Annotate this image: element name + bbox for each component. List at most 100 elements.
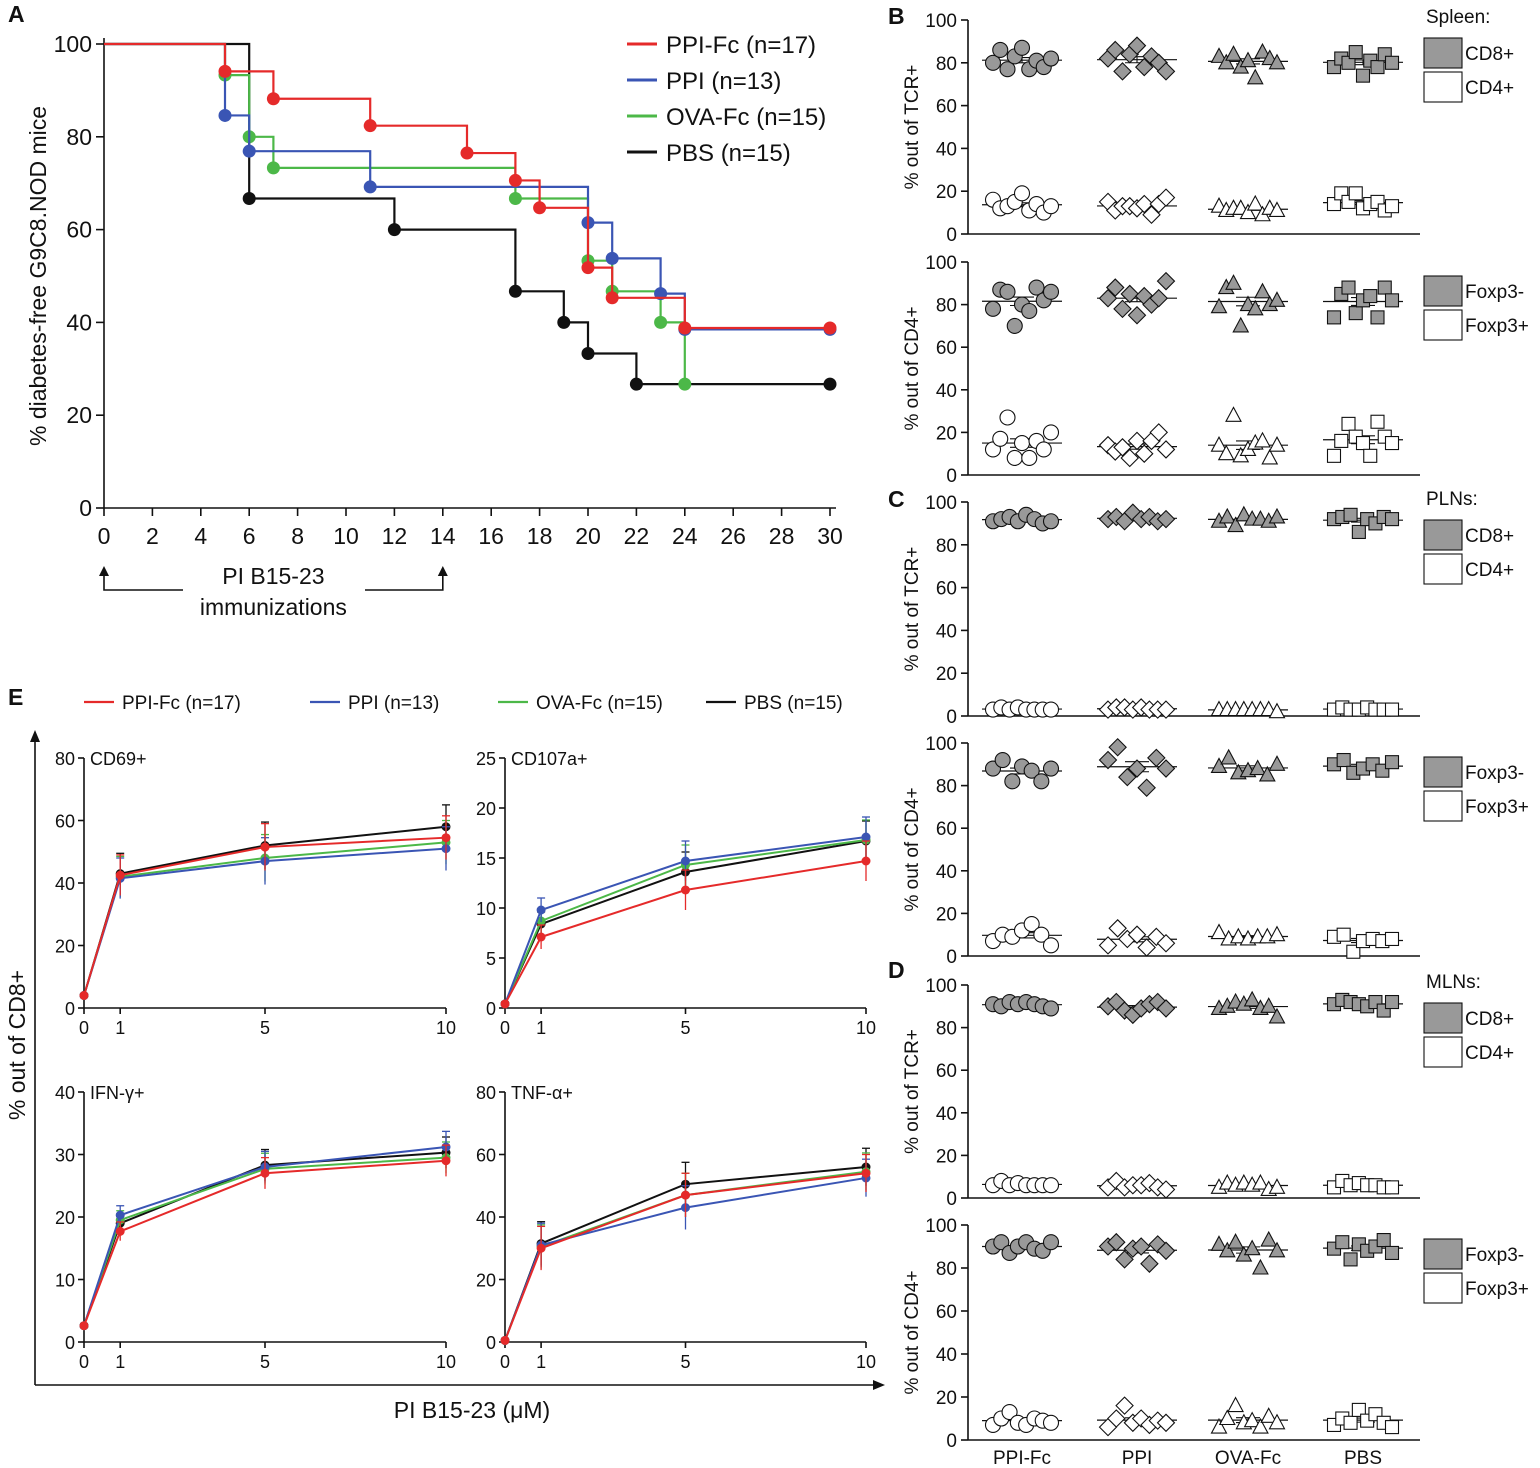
scatter-point-PPI-lo xyxy=(1127,431,1147,451)
scatter-point-OVA-Fc-hi xyxy=(1268,1007,1286,1024)
dose-point-PPI-Fc xyxy=(260,842,270,852)
dose-line-PPI xyxy=(83,1146,447,1327)
y-tick-label: 20 xyxy=(55,937,75,957)
legend-label-PPI: PPI (n=13) xyxy=(666,68,781,95)
scatter-point-OVA-Fc-lo xyxy=(1252,1173,1269,1190)
y-tick-label: 20 xyxy=(936,182,957,203)
dose-point-PPI-Fc xyxy=(681,885,690,895)
x-tick-label: 18 xyxy=(527,523,553,549)
scatter-point-PPI-lo xyxy=(1156,440,1176,459)
scatter-point-PBS-lo xyxy=(1336,927,1351,942)
x-category-label: PPI xyxy=(1122,1448,1153,1468)
scatter-point-PPI-hi xyxy=(1156,62,1176,81)
y-tick-label: 40 xyxy=(55,874,75,894)
scatter-point-PBS-hi xyxy=(1370,60,1385,75)
scatter-point-PPI-Fc-lo xyxy=(1035,441,1052,458)
y-tick-label: 40 xyxy=(936,381,957,402)
y-tick-label: 100 xyxy=(925,253,957,274)
scatter-point-PPI-Fc-hi xyxy=(1042,283,1060,300)
scatter-point-OVA-Fc-lo xyxy=(1268,201,1286,218)
y-tick-label: 0 xyxy=(946,225,957,246)
scatter-point-PPI-Fc-hi xyxy=(1023,762,1040,779)
km-point-PPI-Fc xyxy=(533,201,547,215)
scatter-point-PPI-lo xyxy=(1156,188,1176,207)
panel-bcd-scatter-charts: 0 20 40 60 80 100 % out of TCR+ Spleen: CD8+ CD4+… xyxy=(902,7,1529,1468)
legend-swatch-filled xyxy=(1423,275,1463,307)
dose-point-PPI-Fc xyxy=(681,1190,690,1200)
scatter-plot-0: 0 20 40 60 80 100 % out of TCR+ Spleen: CD8+ CD4+ xyxy=(902,7,1514,246)
scatter-point-PPI-lo xyxy=(1107,1171,1126,1191)
dose-line-PPI-Fc xyxy=(83,836,447,996)
scatter-point-OVA-Fc-hi xyxy=(1246,68,1264,85)
scatter-point-PBS-lo xyxy=(1351,1402,1366,1417)
scatter-point-PPI-Fc-lo xyxy=(1042,198,1060,215)
x-tick-label: 1 xyxy=(536,1352,546,1372)
scatter-point-PPI-hi xyxy=(1115,1250,1134,1269)
x-tick-label: 24 xyxy=(672,523,698,549)
scatter-point-PPI-lo xyxy=(1098,936,1118,955)
scatter-point-OVA-Fc-hi xyxy=(1218,507,1236,524)
scatter-point-PPI-Fc-lo xyxy=(1006,449,1023,467)
y-axis-label: % out of CD4+ xyxy=(902,1270,923,1394)
scatter-point-PPI-lo xyxy=(1115,1396,1134,1415)
dose-point-PPI-Fc xyxy=(441,1156,451,1166)
y-tick-label: 100 xyxy=(925,976,957,997)
scatter-point-PBS-hi xyxy=(1348,306,1363,321)
x-tick-label: 5 xyxy=(680,1352,690,1372)
y-tick-label: 20 xyxy=(936,904,957,925)
x-tick-label: 10 xyxy=(436,1018,456,1038)
scatter-plot-3: 0 20 40 60 80 100 % out of CD4+ Foxp3- Foxp3+ xyxy=(902,734,1529,968)
subplot-title: CD107a+ xyxy=(511,749,588,769)
y-tick-label: 80 xyxy=(936,1019,957,1040)
scatter-point-PPI-lo xyxy=(1156,933,1176,953)
scatter-point-PBS-lo xyxy=(1384,1420,1400,1435)
scatter-point-PBS-hi xyxy=(1384,994,1400,1010)
km-point-OVA-Fc xyxy=(654,315,668,329)
y-tick-label: 0 xyxy=(486,1333,496,1353)
scatter-point-PBS-hi xyxy=(1348,45,1363,60)
scatter-point-PPI-hi xyxy=(1105,40,1125,60)
e-y-axis-label: % out of CD8+ xyxy=(4,970,30,1120)
y-tick-label: 40 xyxy=(55,1083,75,1103)
y-tick-label: 20 xyxy=(936,423,957,444)
x-tick-label: 0 xyxy=(98,523,111,549)
scatter-point-PPI-lo xyxy=(1156,1180,1176,1199)
x-tick-label: 8 xyxy=(291,523,304,549)
scatter-point-PPI-Fc-hi xyxy=(984,54,1002,71)
y-tick-label: 80 xyxy=(936,536,957,557)
scatter-point-OVA-Fc-lo xyxy=(1217,444,1235,461)
scatter-point-OVA-Fc-hi xyxy=(1243,1239,1261,1256)
subplot-title: CD69+ xyxy=(90,749,147,769)
y-axis-label: % out of CD4+ xyxy=(902,787,923,911)
scatter-point-PPI-lo xyxy=(1137,938,1156,957)
km-point-OVA-Fc xyxy=(508,192,522,206)
scatter-point-PPI-Fc-hi xyxy=(1042,760,1060,777)
scatter-point-PPI-hi xyxy=(1118,767,1137,787)
scatter-point-OVA-Fc-hi xyxy=(1268,53,1286,70)
scatter-point-PPI-hi xyxy=(1156,759,1176,778)
km-point-OVA-Fc xyxy=(678,377,692,391)
scatter-point-PPI-hi xyxy=(1156,1241,1176,1261)
scatter-point-OVA-Fc-lo xyxy=(1268,925,1286,942)
scatter-point-PPI-hi xyxy=(1147,748,1166,768)
x-tick-label: 1 xyxy=(115,1352,125,1372)
scatter-point-OVA-Fc-hi xyxy=(1268,755,1286,771)
outer-x-arrow xyxy=(873,1380,885,1390)
x-tick-label: 10 xyxy=(436,1352,456,1372)
dose-point-PPI xyxy=(861,832,871,842)
scatter-point-PBS-lo xyxy=(1384,1180,1400,1195)
km-point-OVA-Fc xyxy=(266,161,280,175)
scatter-point-OVA-Fc-hi xyxy=(1210,757,1228,773)
scatter-point-PBS-hi xyxy=(1384,293,1400,308)
legend-swatch-open xyxy=(1423,553,1463,585)
scatter-point-PPI-Fc-lo xyxy=(1001,1404,1018,1421)
y-tick-label: 20 xyxy=(936,664,957,685)
dose-point-PPI-Fc xyxy=(861,1168,871,1178)
dose-line-OVA-Fc xyxy=(504,839,867,1005)
scatter-point-PBS-hi xyxy=(1363,289,1378,304)
scatter-point-PPI-hi xyxy=(1098,288,1118,308)
scatter-point-PPI-Fc-lo xyxy=(1042,1177,1060,1194)
y-tick-label: 0 xyxy=(486,999,496,1019)
scatter-point-OVA-Fc-lo xyxy=(1252,1417,1269,1434)
legend-label-open: CD4+ xyxy=(1465,1043,1514,1064)
